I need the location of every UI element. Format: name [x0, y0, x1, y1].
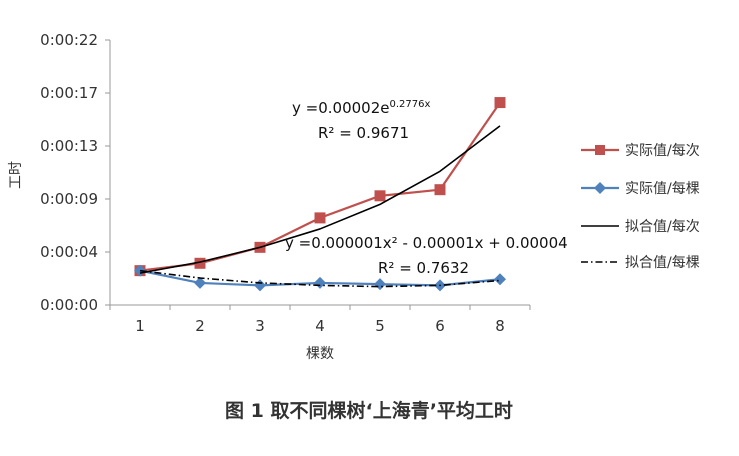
y-tick-label: 0:00:17	[40, 84, 98, 102]
legend-item: 拟合值/每棵	[581, 255, 700, 271]
series-line	[139, 269, 501, 288]
x-tick-label: 6	[435, 317, 445, 335]
x-ticks: 1 2 3 4 5 6 8	[109, 305, 531, 335]
y-tick-label: 0:00:22	[40, 31, 98, 49]
legend-label: 实际值/每棵	[625, 181, 700, 197]
legend-label: 实际值/每次	[625, 143, 700, 159]
data-point	[314, 276, 326, 289]
legend-item: 拟合值/每次	[581, 219, 700, 235]
y-tick-label: 0:00:00	[40, 296, 98, 314]
series-line	[139, 125, 501, 274]
figure-caption: 图 1 取不同棵树‘上海青’平均工时	[225, 399, 513, 422]
y-axis-title: 工时	[8, 161, 24, 189]
axes: 0:00:00 0:00:04 0:00:09 0:00:13 0:00:17 0:00:…	[40, 31, 531, 335]
data-point	[194, 257, 206, 269]
data-point	[374, 278, 386, 291]
data-point	[194, 276, 206, 289]
x-tick-label: 1	[135, 317, 145, 335]
series-3	[139, 125, 501, 274]
legend-label: 拟合值/每次	[625, 219, 700, 235]
data-point	[434, 184, 446, 196]
poly-fit-r2: R² = 0.7632	[378, 259, 469, 277]
x-tick-label: 5	[375, 317, 385, 335]
legend-item: 实际值/每次	[581, 143, 700, 159]
legend-swatch-marker	[595, 145, 605, 155]
x-tick-label: 2	[195, 317, 205, 335]
poly-fit-equation: y =0.000001x² - 0.00001x + 0.00004	[285, 234, 568, 252]
data-point	[494, 97, 506, 109]
x-tick-label: 3	[255, 317, 265, 335]
exp-fit-r2: R² = 0.9671	[318, 124, 409, 142]
data-point	[494, 273, 506, 286]
series-4	[139, 269, 501, 288]
y-tick-label: 0:00:04	[40, 243, 98, 261]
y-tick-label: 0:00:09	[40, 190, 98, 208]
legend-label: 拟合值/每棵	[625, 255, 700, 271]
y-ticks: 0:00:00 0:00:04 0:00:09 0:00:13 0:00:17 0:00:…	[40, 31, 110, 314]
legend-swatch-marker	[594, 182, 606, 194]
exp-fit-equation-base: y =0.00002e	[292, 99, 389, 117]
x-tick-label: 4	[315, 317, 325, 335]
legend-item: 实际值/每棵	[581, 181, 700, 197]
exp-fit-equation: y =0.00002e0.2776x	[292, 99, 430, 117]
data-point	[374, 190, 386, 202]
series-layer	[134, 97, 506, 292]
exp-fit-equation-exponent: 0.2776x	[389, 99, 430, 110]
y-tick-label: 0:00:13	[40, 137, 98, 155]
x-tick-label: 8	[495, 317, 505, 335]
data-point	[254, 279, 266, 292]
data-point	[314, 212, 326, 224]
x-axis-title: 棵数	[306, 346, 334, 362]
